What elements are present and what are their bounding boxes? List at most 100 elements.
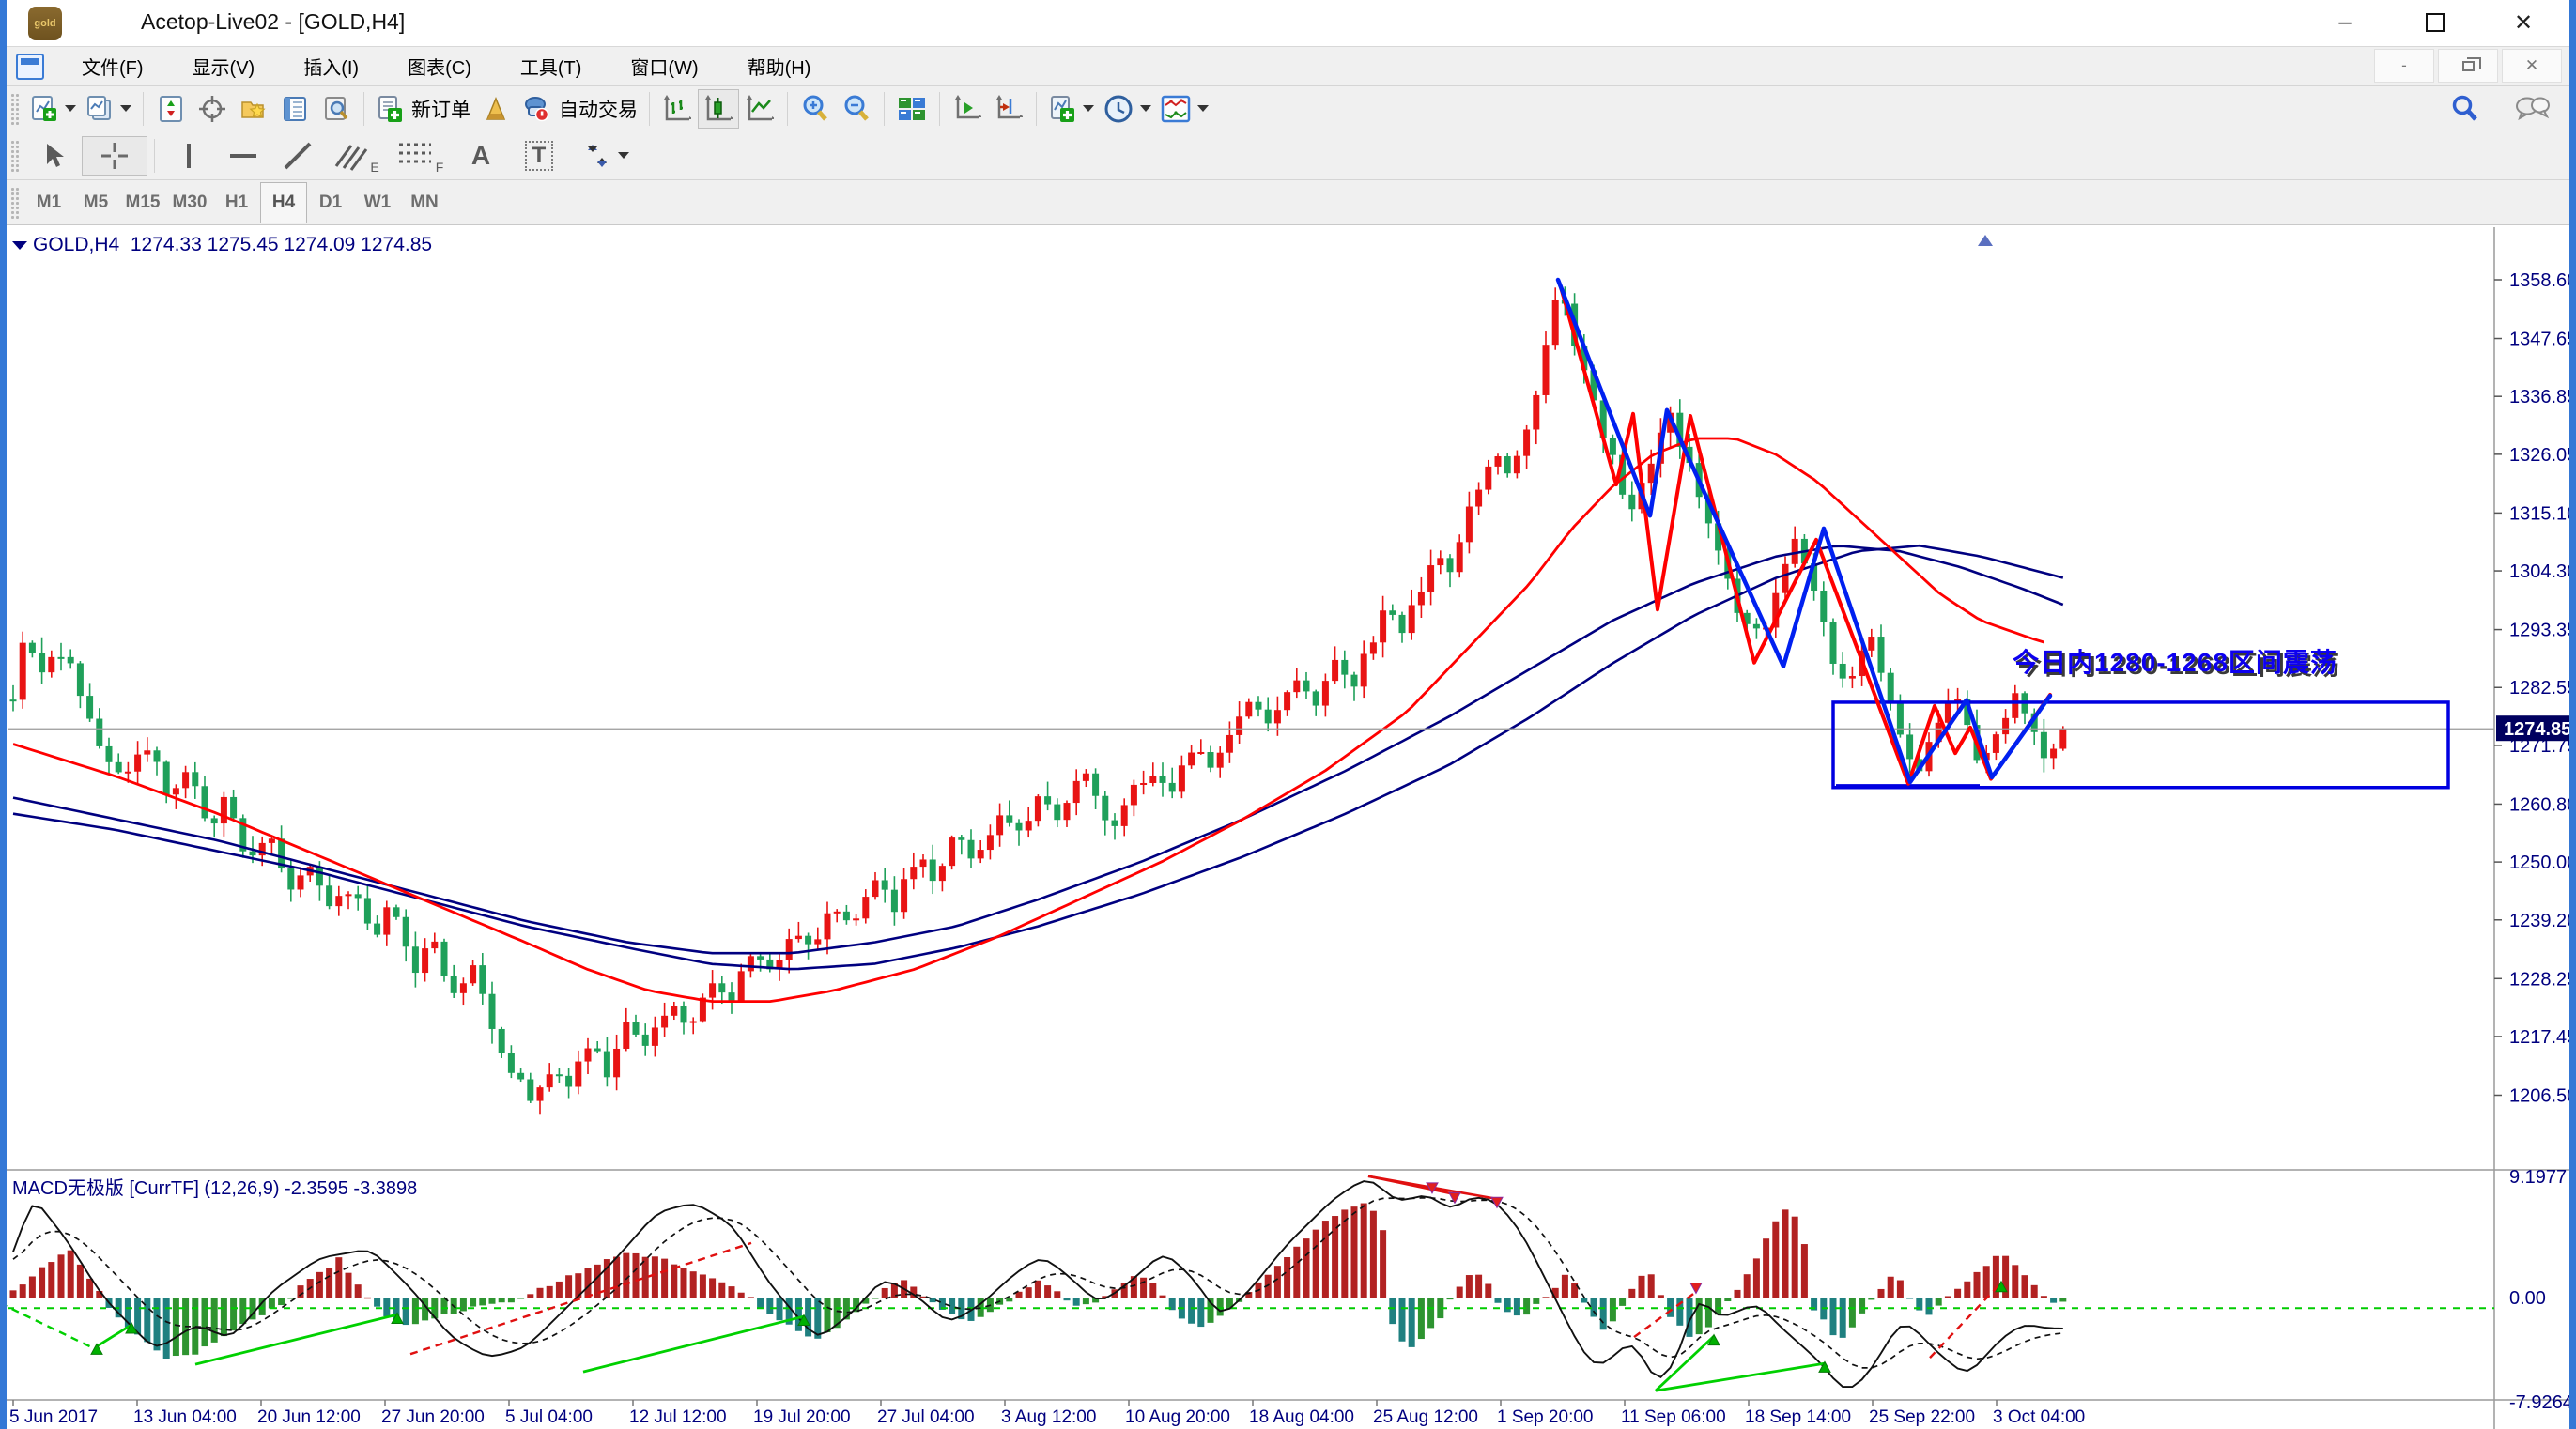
vertical-line-button[interactable] [162,136,216,176]
new-chart-button[interactable] [25,89,81,129]
toolbar-grip[interactable] [10,139,20,172]
menu-file[interactable]: 文件(F) [82,58,144,79]
auto-scroll-button[interactable] [947,89,988,129]
zoom-in-icon [803,95,827,121]
chart-shift-button[interactable] [988,89,1029,129]
crosshair-target-button[interactable] [192,89,233,129]
price-axis-label: 1206.50 [2509,1085,2576,1106]
menu-bar: 文件(F) 显示(V) 插入(I) 图表(C) 工具(T) 窗口(W) 帮助(H… [7,47,2569,86]
dropdown-caret-icon [65,105,76,112]
zoom-in-button[interactable] [794,89,836,129]
price-axis-label: 1271.75 [2509,736,2576,757]
minimize-button[interactable]: – [2338,9,2352,35]
menu-tools[interactable]: 工具(T) [519,58,582,79]
trendline-button[interactable] [270,136,325,176]
bar-chart-button[interactable] [656,89,698,129]
horizontal-line-button[interactable] [216,136,270,176]
chart-shift-icon [996,94,1023,118]
menu-charts[interactable]: 图表(C) [408,58,471,79]
toolbar-separator [154,138,155,173]
line-chart-button[interactable] [739,89,780,129]
close-button[interactable]: ✕ [2513,9,2534,36]
line-studies-toolbar: E F A T [7,131,2569,180]
price-axis-label: 1228.25 [2509,969,2576,990]
price-axis-label: 1239.20 [2509,911,2576,931]
cursor-button[interactable] [25,136,82,176]
line-chart-icon [747,94,774,120]
community-chat-button[interactable] [2509,89,2556,129]
chat-bubbles-icon [2516,97,2550,120]
auto-scroll-icon [955,94,981,118]
menu-insert[interactable]: 插入(I) [303,58,360,79]
symbol-dropdown-icon[interactable] [12,241,27,250]
toolbar-separator [649,91,650,126]
price-axis-label: 1315.10 [2509,503,2576,524]
channel-label: E [370,159,379,175]
tf-m5[interactable]: M5 [83,192,109,212]
menu-help[interactable]: 帮助(H) [747,58,811,79]
menu-view[interactable]: 显示(V) [192,58,255,79]
tf-m15[interactable]: M15 [125,192,161,212]
child-minimize-button[interactable]: - [2374,49,2434,83]
chart-area[interactable]: 1358.60 1347.65 1336.85 1326.05 1315.10 1304.… [0,225,2576,1429]
new-order-button[interactable]: 新订单 [371,89,475,129]
tf-d1[interactable]: D1 [318,192,343,212]
fibonacci-icon [398,143,431,162]
expert-advisors-button[interactable] [475,89,517,129]
crosshair-button[interactable] [82,135,147,176]
fibonacci-button[interactable]: F [387,136,453,176]
time-axis-label: 3 Aug 12:00 [1001,1407,1096,1427]
arrows-button[interactable] [569,136,642,176]
tf-m1[interactable]: M1 [36,192,62,212]
text-button[interactable]: A [453,136,509,176]
window-title: Acetop-Live02 - [GOLD,H4] [141,9,406,34]
menu-window[interactable]: 窗口(W) [630,58,699,79]
equidistant-channel-button[interactable]: E [325,136,387,176]
periods-button[interactable] [1099,89,1156,129]
chart-window-icon[interactable] [16,53,44,80]
data-window-button[interactable] [274,89,316,129]
time-axis-label: 10 Aug 20:00 [1125,1407,1230,1427]
window-border-right [2569,0,2576,1429]
chart-annotation-text: 今日内1280-1268区间震荡 [2013,648,2337,677]
toolbar-grip[interactable] [10,186,20,219]
profiles-button[interactable] [81,89,136,129]
navigator-button[interactable] [316,89,357,129]
tile-windows-icon [899,97,925,120]
price-axis-label: 1293.35 [2509,621,2576,641]
price-axis-label: 1217.45 [2509,1027,2576,1048]
profiles-icon [87,95,111,120]
tf-mn[interactable]: MN [410,192,439,212]
clock-icon [1104,95,1133,122]
tf-m30[interactable]: M30 [172,192,208,212]
child-close-button[interactable]: ✕ [2502,49,2562,83]
price-axis-label: 1304.30 [2509,561,2576,582]
toolbar-grip[interactable] [10,92,20,125]
open-value: 1274.33 [130,234,202,255]
tf-h4[interactable]: H4 [260,181,307,223]
text-label-button[interactable]: T [509,136,569,176]
autotrading-button[interactable]: 自动交易 [517,89,642,129]
autotrading-label: 自动交易 [559,99,638,121]
time-axis-label: 13 Jun 04:00 [133,1407,237,1427]
new-order-icon [378,95,402,122]
expert-cone-icon [486,96,506,120]
maximize-button[interactable] [2402,0,2468,45]
market-watch-button[interactable] [150,89,192,129]
time-axis-label: 25 Aug 12:00 [1373,1407,1478,1427]
zoom-out-button[interactable] [836,89,877,129]
fibonacci-label: F [435,159,444,175]
tf-w1[interactable]: W1 [363,192,392,212]
indicators-button[interactable] [1043,89,1099,129]
low-value: 1274.09 [284,234,356,255]
search-button[interactable] [2444,89,2485,129]
symbol-label: GOLD,H4 [33,234,120,255]
time-axis-label: 25 Sep 22:00 [1869,1407,1975,1427]
candlestick-chart-button[interactable] [698,88,739,129]
tf-h1[interactable]: H1 [224,192,249,212]
tile-windows-button[interactable] [891,89,933,129]
favorites-button[interactable] [233,89,274,129]
templates-button[interactable] [1156,89,1213,129]
child-restore-button[interactable] [2438,49,2498,83]
